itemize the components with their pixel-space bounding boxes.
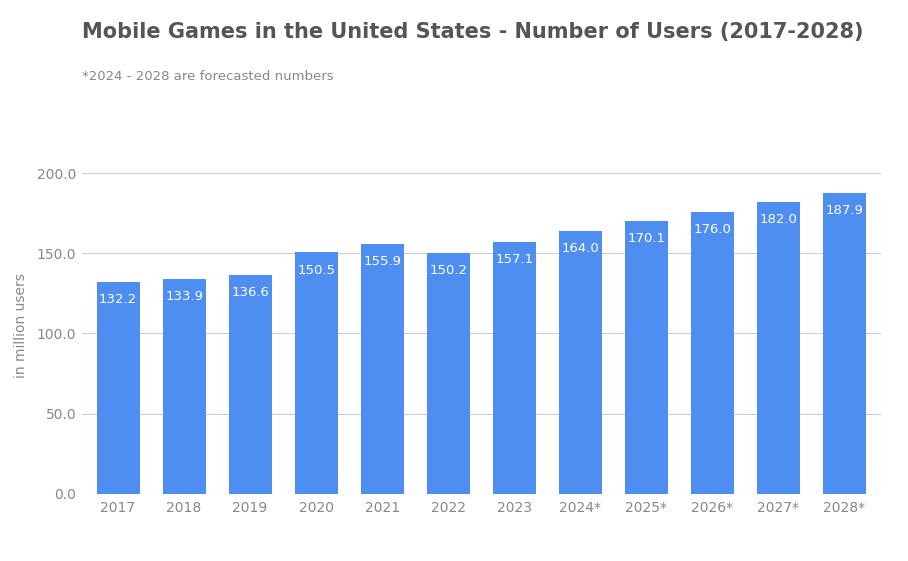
Text: 170.1: 170.1 — [627, 232, 666, 245]
Text: *2024 - 2028 are forecasted numbers: *2024 - 2028 are forecasted numbers — [82, 70, 333, 83]
Text: 164.0: 164.0 — [561, 242, 599, 255]
Text: 150.5: 150.5 — [297, 264, 335, 277]
Bar — [229, 275, 271, 494]
Bar — [757, 202, 800, 494]
Text: 157.1: 157.1 — [495, 253, 533, 266]
Bar — [295, 252, 338, 494]
Text: 155.9: 155.9 — [363, 255, 401, 268]
Text: 132.2: 132.2 — [99, 293, 137, 306]
Text: 176.0: 176.0 — [694, 223, 731, 236]
Bar — [360, 244, 404, 494]
Text: 150.2: 150.2 — [429, 264, 468, 277]
Bar — [558, 231, 602, 494]
Text: Mobile Games in the United States - Number of Users (2017-2028): Mobile Games in the United States - Numb… — [82, 22, 864, 43]
Bar — [96, 282, 140, 494]
Y-axis label: in million users: in million users — [15, 273, 28, 378]
Bar — [625, 221, 667, 494]
Bar — [163, 279, 205, 494]
Bar — [427, 253, 469, 494]
Bar — [823, 192, 866, 494]
Text: 182.0: 182.0 — [759, 213, 797, 226]
Bar — [493, 242, 536, 494]
Bar — [691, 211, 734, 494]
Text: 187.9: 187.9 — [825, 204, 864, 217]
Text: 136.6: 136.6 — [232, 286, 269, 299]
Text: 133.9: 133.9 — [165, 290, 203, 304]
